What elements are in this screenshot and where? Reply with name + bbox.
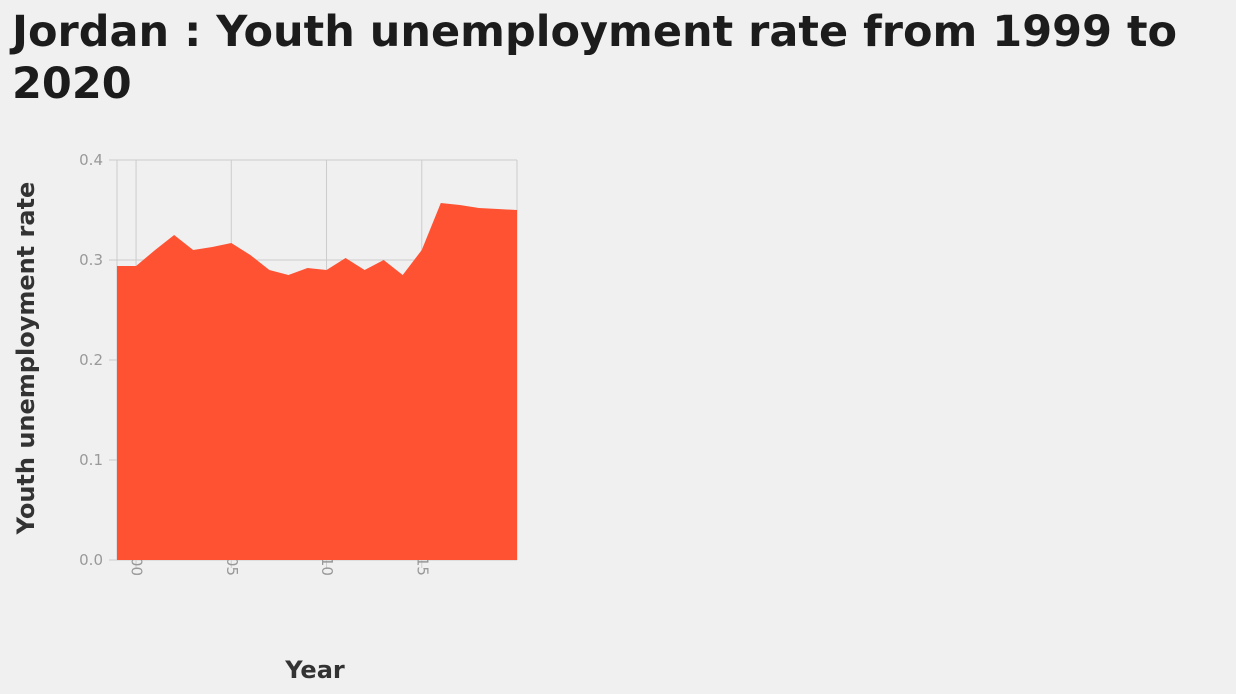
area-series [117, 203, 517, 560]
y-tick-label: 0.4 [79, 151, 103, 169]
chart-title: Jordan : Youth unemployment rate from 19… [12, 7, 1178, 109]
x-axis-title: Year [284, 656, 345, 684]
y-tick-label: 0.3 [79, 251, 103, 269]
y-tick-label: 0.2 [79, 351, 103, 369]
y-axis-title: Youth unemployment rate [12, 182, 40, 536]
y-tick-label: 0.0 [79, 551, 103, 569]
y-tick-label: 0.1 [79, 451, 103, 469]
